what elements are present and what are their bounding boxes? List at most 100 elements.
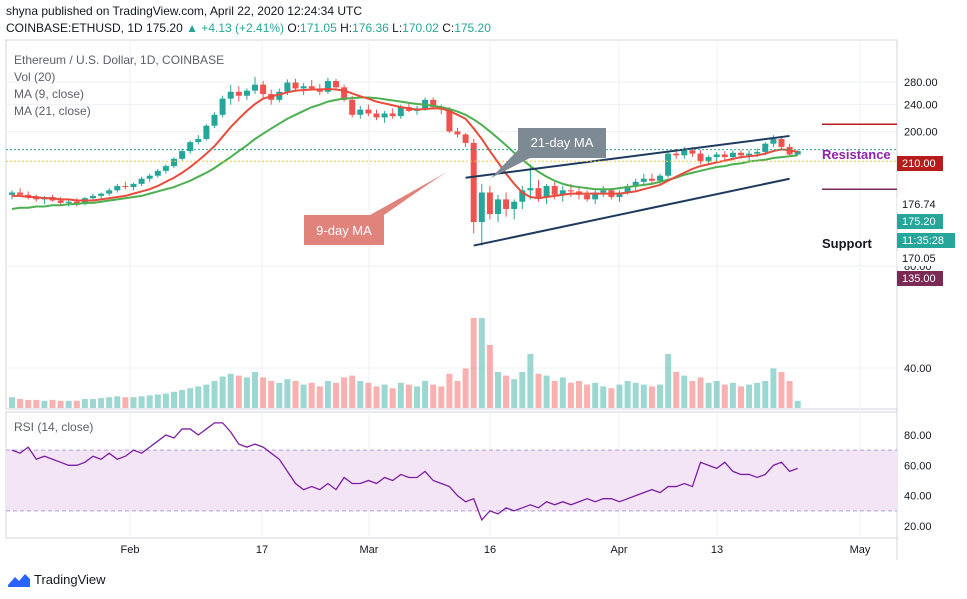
time-tick-label: 17 [256, 544, 268, 556]
volume-bar [260, 377, 267, 408]
volume-bar [511, 379, 518, 408]
support-label: Support [822, 236, 872, 251]
candle-body [130, 183, 137, 188]
volume-bar [729, 382, 736, 408]
volume-bar [697, 377, 704, 408]
candle-body [33, 197, 40, 200]
candle-body [762, 143, 769, 152]
volume-bar [90, 399, 96, 408]
candle-body [673, 153, 680, 156]
volume-bar [794, 400, 801, 408]
candle-body [9, 192, 15, 195]
high-label: H: [340, 21, 353, 35]
time-tick-label: 13 [711, 544, 723, 556]
rsi-line [11, 422, 798, 522]
resistance-badge [897, 156, 943, 171]
volume-bar [535, 373, 542, 408]
volume-bar [705, 382, 712, 408]
symbol-ohlc-line: COINBASE:ETHUSD, 1D 175.20 ▲ +4.13 (+2.4… [6, 21, 491, 35]
candle-body [333, 80, 339, 88]
ma9-line [12, 87, 798, 202]
candle-body [454, 131, 461, 135]
candle-body [535, 188, 542, 198]
low-value: 170.02 [402, 21, 439, 35]
volume-bar [503, 375, 510, 408]
rsi-tick-label: 60.00 [904, 460, 932, 472]
legend-ma9: MA (9, close) [14, 87, 85, 101]
candle-body [430, 99, 437, 108]
volume-bar [495, 372, 501, 408]
low-label: L: [392, 21, 403, 35]
volume-bar [770, 368, 777, 408]
last-price-badge-text: 175.20 [902, 216, 936, 228]
volume-bar [657, 384, 663, 408]
volume-bar [632, 382, 639, 408]
volume-bar [292, 381, 299, 408]
candle-body [478, 192, 485, 223]
volume-bar [430, 384, 437, 408]
price-tick-label: 240.00 [904, 100, 938, 112]
volume-bar [122, 397, 129, 408]
volume-bar [665, 354, 672, 408]
candle-body [657, 175, 663, 181]
volume-bars [9, 318, 801, 408]
volume-bar [268, 381, 275, 408]
candle-body [17, 192, 24, 195]
candle-body [559, 190, 566, 195]
candle-body [503, 199, 510, 210]
candle-body [365, 109, 372, 114]
volume-bar [543, 375, 550, 408]
candle-body [381, 113, 388, 118]
candle-body [567, 190, 574, 192]
high-value: 176.36 [352, 21, 389, 35]
volume-bar [478, 318, 485, 408]
volume-bar [681, 375, 688, 408]
resistance-label: Resistance [822, 147, 891, 162]
tradingview-logo-icon [8, 573, 30, 587]
volume-bar [171, 391, 177, 408]
volume-bar [162, 393, 169, 408]
volume-bar [527, 354, 534, 408]
main-pane [5, 39, 898, 410]
candle-body [65, 201, 72, 203]
volume-bar [600, 386, 607, 408]
low-line-badge-text: 170.05 [902, 253, 936, 265]
close-value: 175.20 [454, 21, 491, 35]
candle-body [162, 166, 169, 171]
candle-body [689, 150, 696, 154]
volume-bar [179, 390, 186, 408]
candle-body [721, 154, 728, 158]
volume-bar [381, 384, 388, 408]
tradingview-brand: TradingView [34, 572, 106, 587]
candle-body [243, 90, 250, 96]
tradingview-footer[interactable]: TradingView [8, 572, 106, 587]
rsi-tick-label: 80.00 [904, 430, 932, 442]
grid [6, 40, 897, 538]
volume-bar [519, 372, 526, 408]
last-price-badge [897, 214, 943, 229]
ma9-callout: 9-day MA [304, 172, 447, 245]
candle-body [616, 192, 623, 198]
price-channel [465, 134, 790, 247]
candle-body [114, 185, 121, 191]
volume-bar [17, 399, 24, 408]
volume-bar [689, 381, 696, 408]
last-price: 175.20 [146, 21, 183, 35]
candle-body [138, 178, 145, 184]
candle-body [551, 185, 558, 195]
volume-bar [584, 384, 591, 408]
volume-bar [308, 382, 315, 408]
support-badge [897, 271, 943, 286]
candle-body [624, 185, 631, 193]
candle-body [146, 175, 153, 179]
candle-body [584, 194, 591, 200]
candle-body [154, 170, 161, 176]
volume-bar [567, 382, 574, 408]
volume-bar [762, 381, 769, 408]
open-value: 171.05 [300, 21, 337, 35]
volume-bar [252, 372, 258, 408]
price-tick-label: 40.00 [904, 363, 932, 375]
candle-body [284, 82, 291, 92]
volume-bar [276, 382, 283, 408]
